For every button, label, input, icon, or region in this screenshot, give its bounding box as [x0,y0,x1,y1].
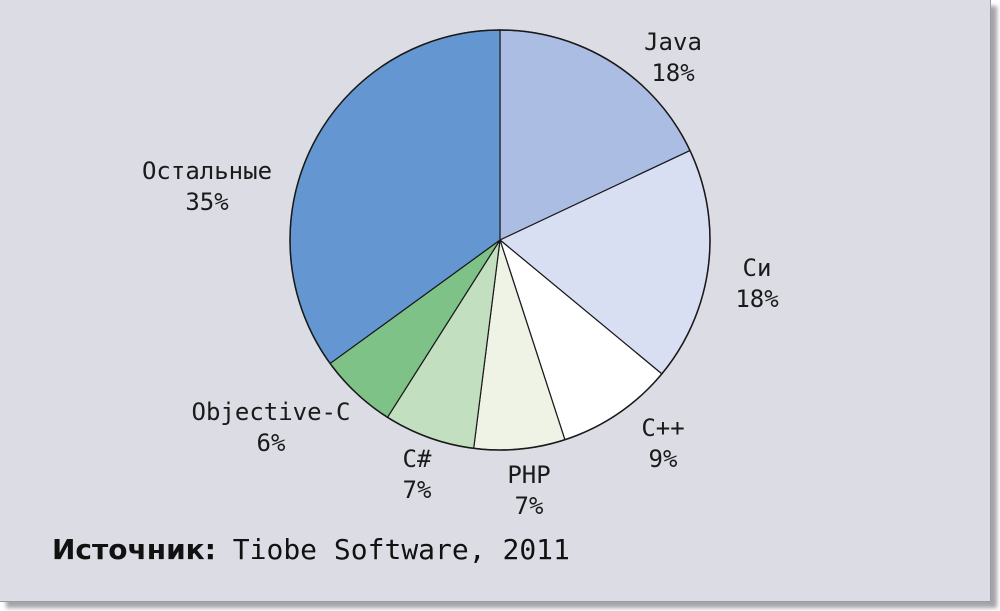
slice-label-java: Java [644,28,702,56]
chart-panel: Java 18% Си 18% C++ 9% PHP 7% C# 7% Objective-C 6% О… [0,0,991,602]
slice-label-php: PHP [507,461,550,489]
slice-value-c: 7% [403,476,432,504]
slice-label-c: C++ [641,414,684,442]
slice-value-objective-c: 6% [257,429,286,457]
slice-value-c: 9% [649,445,678,473]
slice-value-остальные: 35% [185,188,229,216]
pie-outline [289,29,711,451]
source-text: Tiobe Software, 2011 [215,533,570,566]
slice-value-си: 18% [735,285,779,313]
slice-value-php: 7% [515,492,544,520]
source-label: Источник: [52,533,216,566]
slice-value-java: 18% [651,59,695,87]
slice-label-остальные: Остальные [142,157,272,185]
slice-label-objective-c: Objective-C [192,398,351,426]
slice-label-c: C# [403,445,432,473]
slice-label-си: Си [743,254,772,282]
pie-chart: Java 18% Си 18% C++ 9% PHP 7% C# 7% Objective-C 6% О… [142,28,779,520]
source-note: Источник: Tiobe Software, 2011 [52,533,570,566]
